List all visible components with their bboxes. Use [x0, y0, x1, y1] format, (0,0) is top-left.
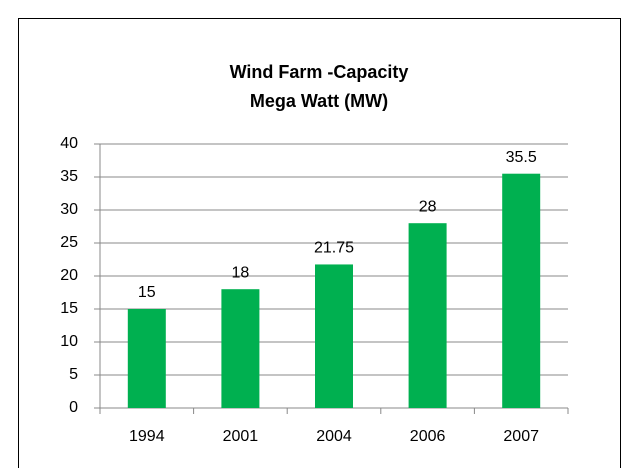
- data-label: 18: [232, 264, 250, 281]
- data-label: 35.5: [506, 149, 537, 166]
- chart-subtitle: Mega Watt (MW): [250, 91, 388, 111]
- data-label: 15: [138, 284, 156, 301]
- bar: [502, 173, 541, 408]
- data-label: 28: [419, 198, 437, 215]
- x-tick-label: 1994: [129, 428, 165, 445]
- bar: [315, 264, 353, 408]
- bar: [221, 289, 260, 408]
- x-tick-label: 2004: [316, 428, 352, 445]
- bar: [408, 223, 447, 408]
- y-tick-label: 40: [60, 135, 78, 152]
- y-tick-label: 25: [60, 234, 78, 251]
- y-tick-label: 10: [60, 333, 78, 350]
- y-tick-label: 15: [60, 300, 78, 317]
- x-tick-label: 2006: [410, 428, 446, 445]
- y-tick-label: 5: [69, 366, 78, 383]
- data-label: 21.75: [314, 240, 354, 257]
- x-tick-label: 2007: [503, 428, 539, 445]
- chart-title: Wind Farm -Capacity: [230, 62, 409, 82]
- y-tick-label: 0: [69, 399, 78, 416]
- y-tick-label: 35: [60, 168, 78, 185]
- y-tick-label: 20: [60, 267, 78, 284]
- y-tick-label: 30: [60, 201, 78, 218]
- x-tick-label: 2001: [223, 428, 259, 445]
- bar: [127, 309, 166, 408]
